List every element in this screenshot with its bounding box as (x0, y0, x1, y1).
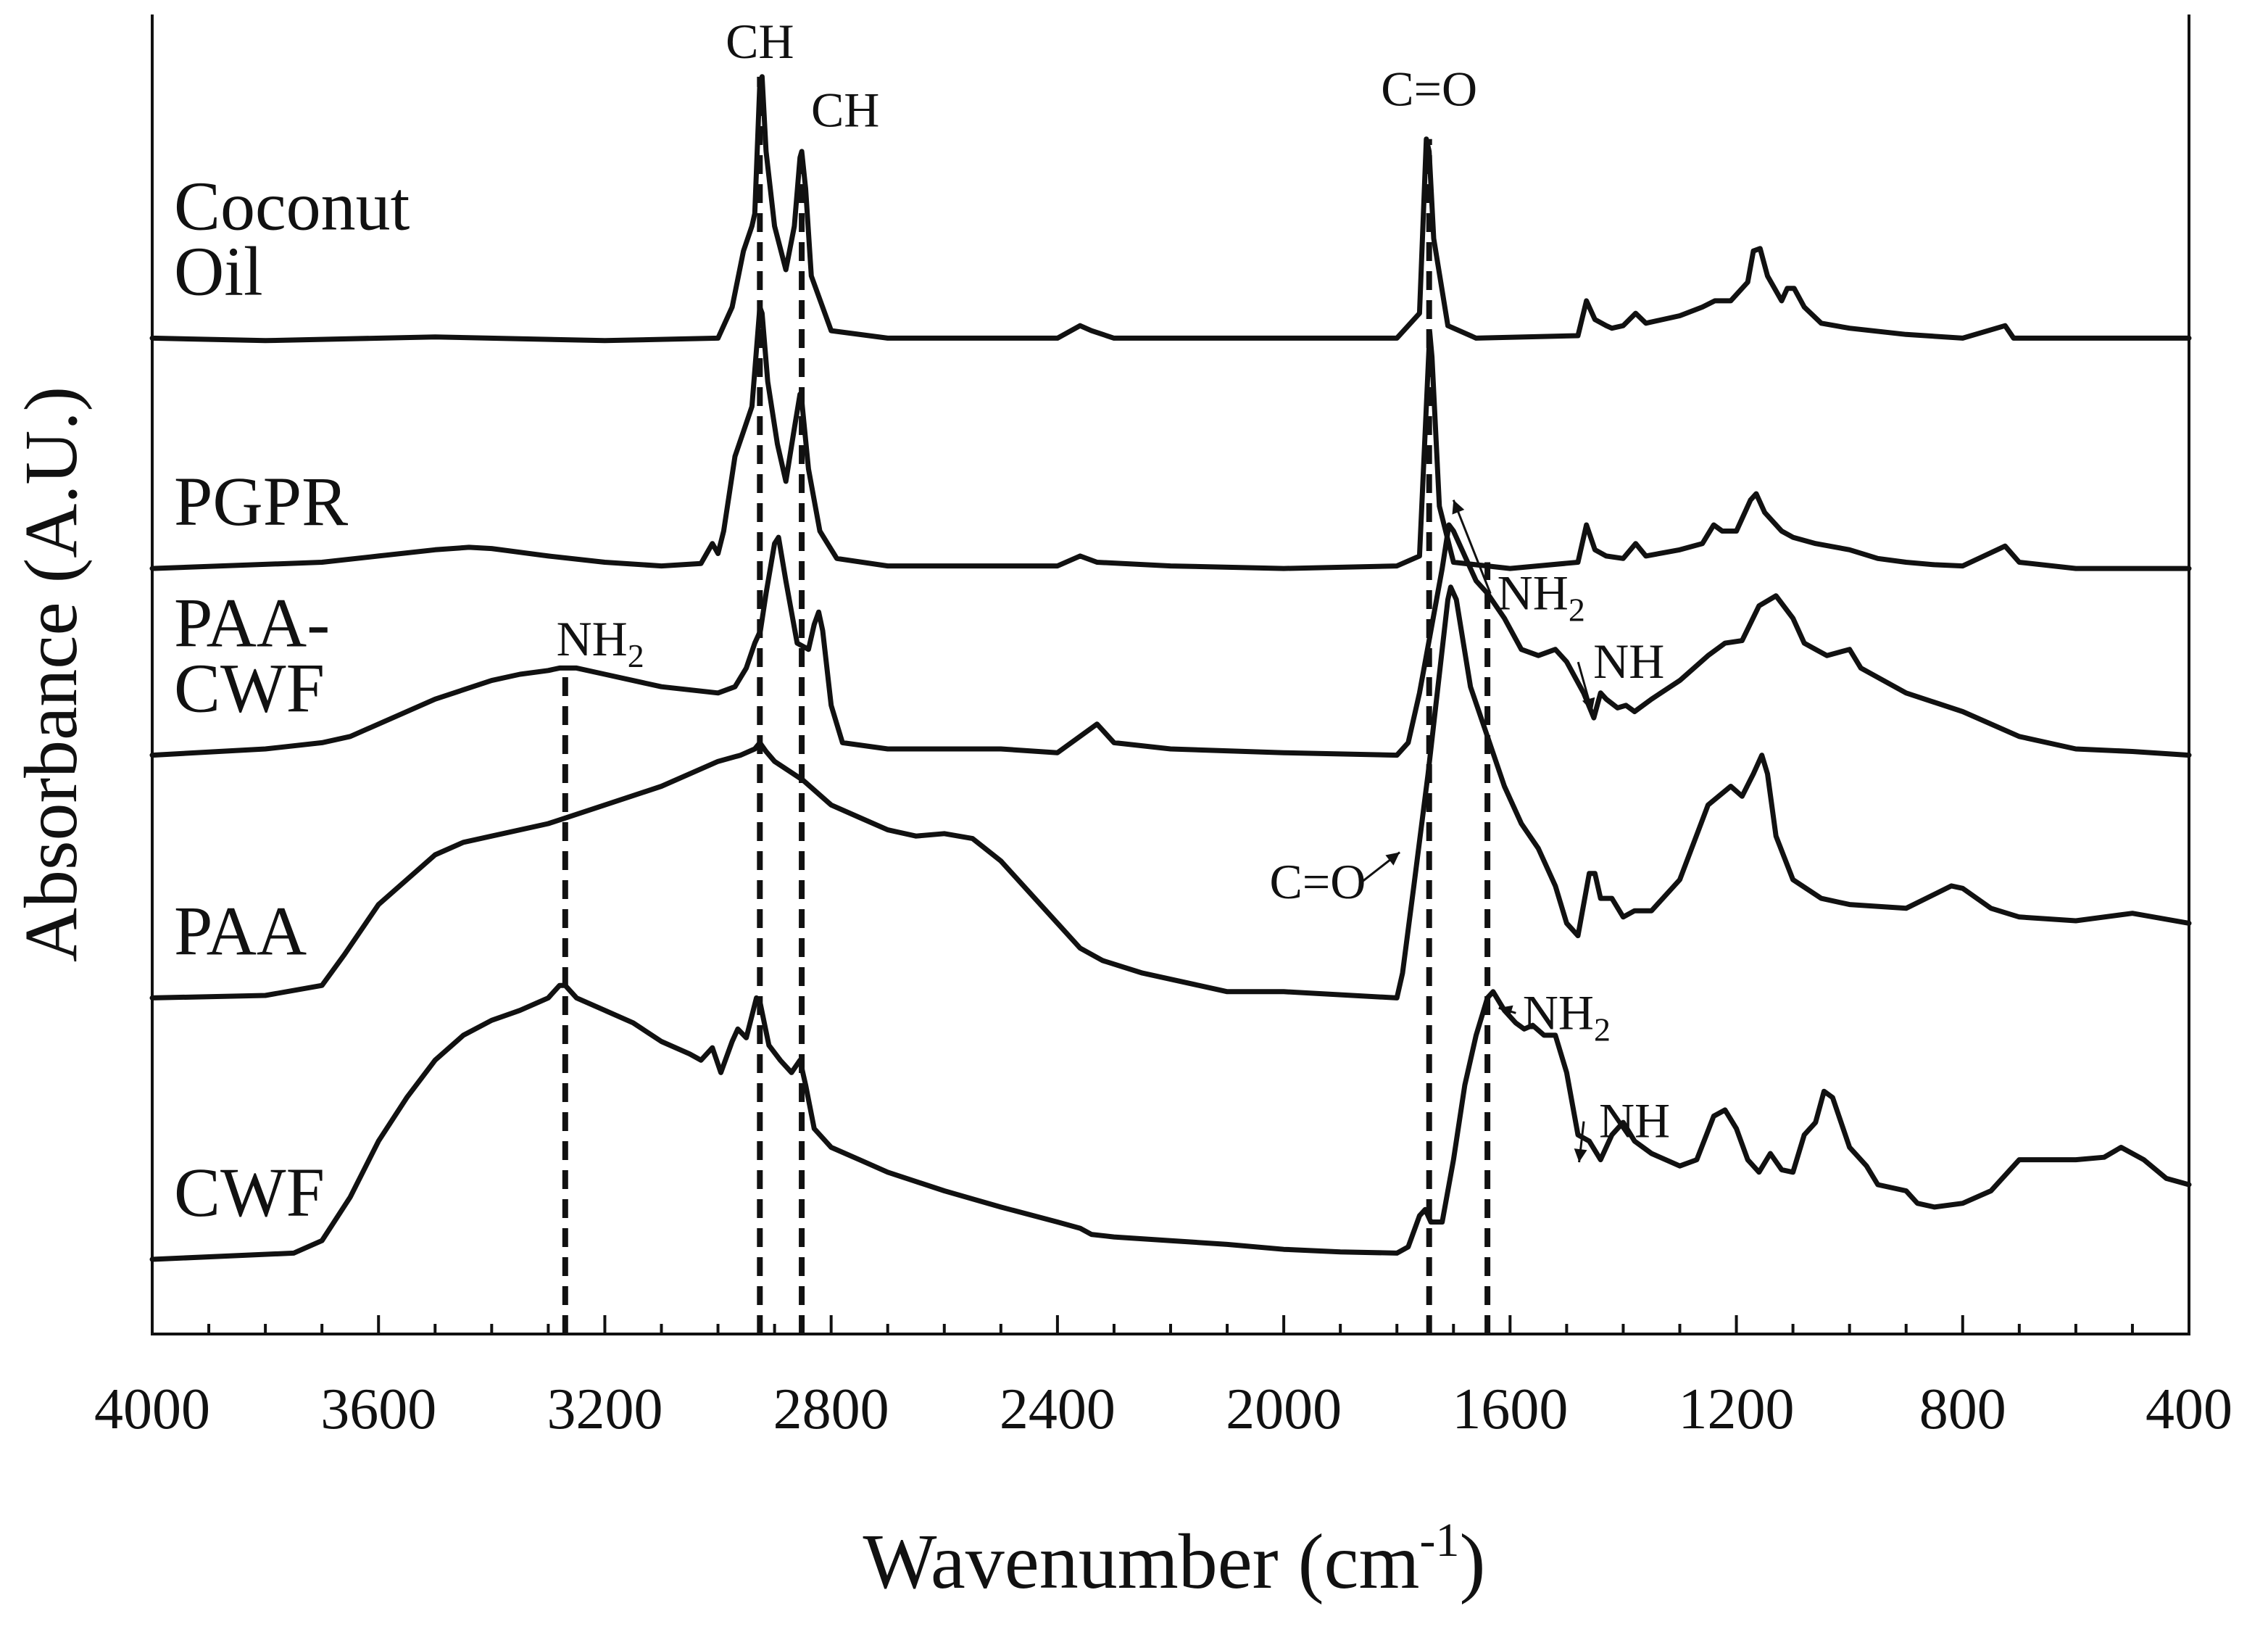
x-tick-label: 4000 (94, 1378, 210, 1441)
x-tick-label: 1600 (1452, 1378, 1568, 1441)
x-tick-label: 2800 (773, 1378, 889, 1441)
spectrum-line-pgpr (149, 305, 2192, 571)
annotation-arrowhead (1452, 500, 1465, 515)
peak-annotation-text: NH (1498, 566, 1569, 621)
x-tick-label: 3600 (320, 1378, 436, 1441)
x-tick-label: 2400 (1000, 1378, 1116, 1441)
peak-annotation-text: C=O (1381, 61, 1477, 116)
x-axis-label-close: ) (1460, 1519, 1486, 1605)
series-label-line: PGPR (174, 463, 348, 540)
x-tick-label: 2000 (1226, 1378, 1342, 1441)
annotation-arrowhead (1574, 1148, 1587, 1163)
axis-frame (151, 15, 2190, 1335)
spectrum-line-cwf (149, 982, 2192, 1262)
series-label-line: Coconut (174, 167, 410, 244)
series-label-line: PAA- (174, 584, 330, 662)
peak-annotation: NH2 (1523, 985, 1611, 1048)
annotation-arrow (1452, 500, 1492, 595)
x-tick-label: 1200 (1679, 1378, 1795, 1441)
peak-annotation-text: NH (1593, 634, 1664, 689)
peak-annotation-subscript: 2 (1569, 592, 1585, 629)
annotation-arrowhead (1498, 1005, 1513, 1018)
peak-annotation: CH (811, 83, 879, 138)
series-label: Coconut Oil (174, 167, 410, 310)
peak-annotation-subscript: 2 (628, 637, 644, 674)
spectrum-line-paa (149, 584, 2192, 1001)
x-tick-label: 800 (1919, 1378, 2006, 1441)
x-axis-label-superscript: -1 (1420, 1514, 1460, 1567)
peak-annotation: NH (1593, 634, 1664, 689)
peak-annotation: C=O (1381, 61, 1477, 116)
spectrum-line-coconut-oil (149, 74, 2192, 344)
series-label-line: Oil (174, 232, 263, 310)
series-label: PAA (174, 892, 307, 969)
annotation-arrowhead (1582, 697, 1595, 712)
series-label: CWF (174, 1153, 325, 1231)
series-label: PGPR (174, 463, 348, 540)
peak-annotation-text: NH (557, 611, 628, 666)
series-label-line: CWF (174, 650, 325, 727)
spectrum-line-paa-cwf (149, 522, 2192, 758)
plot-area: 4000 3600 3200 2800 2400 2000 1600 1200 800 400 Co… (94, 14, 2232, 1441)
x-axis-label: Wavenumber (cm-1) (863, 1514, 1486, 1605)
y-axis-label: Absorbance (A.U.) (9, 386, 93, 962)
peak-annotation-text: C=O (1270, 854, 1366, 909)
peak-annotation-text: CH (811, 83, 879, 138)
peak-annotation-text: NH (1599, 1093, 1670, 1148)
series-label: PAA-CWF (174, 584, 330, 727)
peak-annotation: CH (726, 14, 794, 69)
peak-annotation: C=O (1270, 854, 1366, 909)
peak-annotation-text: NH (1523, 985, 1594, 1040)
x-tick-label: 3200 (547, 1378, 662, 1441)
annotation-arrowhead (1385, 852, 1400, 866)
peak-annotation: NH2 (557, 611, 644, 674)
series-label-line: PAA (174, 892, 307, 969)
peak-annotation-subscript: 2 (1594, 1011, 1611, 1048)
x-axis-label-main: Wavenumber (cm (863, 1519, 1420, 1605)
series-label-line: CWF (174, 1153, 325, 1231)
peak-annotation: NH (1599, 1093, 1670, 1148)
peak-annotation: NH2 (1498, 566, 1585, 629)
x-tick-label: 400 (2146, 1378, 2232, 1441)
peak-annotation-text: CH (726, 14, 794, 69)
